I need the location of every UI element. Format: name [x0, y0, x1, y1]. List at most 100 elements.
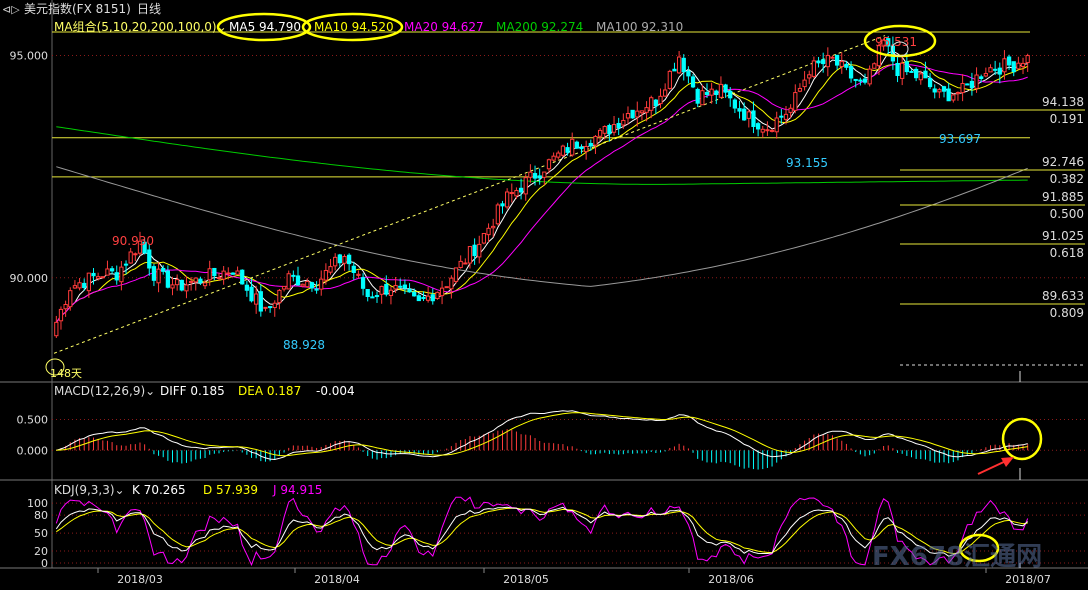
candle-body — [467, 246, 473, 264]
fib-price-label: 89.633 — [1042, 289, 1084, 303]
date-tick-label: 2018/06 — [708, 573, 754, 586]
candle-body — [263, 306, 268, 309]
candle-body — [1016, 62, 1021, 70]
candle-body — [523, 177, 528, 195]
start-marker-circle — [45, 358, 65, 376]
candle-body — [254, 293, 259, 305]
candle-body — [342, 256, 347, 264]
candle-body — [793, 92, 798, 111]
candle-body — [616, 122, 621, 129]
candle-body — [532, 173, 538, 179]
candle-body — [430, 294, 435, 302]
ma-legend-value: MA5 94.790 — [229, 20, 301, 34]
candle-body — [402, 284, 408, 289]
candle-body — [314, 288, 319, 291]
candle-body — [755, 123, 761, 130]
candle-body — [728, 90, 733, 99]
candle-body — [216, 276, 222, 279]
candle-body — [788, 107, 793, 113]
candle-body — [621, 119, 626, 126]
candle-body — [565, 147, 570, 153]
candle-body — [1011, 61, 1016, 73]
candle-body — [458, 260, 463, 268]
candle-body — [291, 274, 296, 277]
candle-body — [797, 87, 803, 92]
candle-body — [858, 79, 863, 82]
candle-body — [765, 129, 770, 132]
watermark-text: FX678汇通网 — [872, 542, 1042, 572]
macd-dea-line — [56, 412, 1028, 457]
candle-body — [147, 249, 152, 269]
period-label[interactable]: 日线 — [137, 2, 161, 16]
candle-body — [421, 296, 426, 300]
candle-body — [742, 108, 747, 121]
macd-legend-value: DIFF 0.185 — [160, 384, 225, 398]
candle-body — [969, 80, 975, 89]
candle-body — [360, 277, 366, 289]
candle-body — [281, 285, 287, 290]
candle-body — [109, 268, 115, 272]
candle-body — [881, 39, 886, 47]
candle-body — [505, 191, 510, 208]
ma-legend-value: MA200 92.274 — [496, 20, 583, 34]
candle-body — [1006, 56, 1012, 66]
candle-body — [769, 129, 775, 132]
candle-body — [323, 270, 329, 281]
candle-body — [170, 284, 175, 289]
candle-body — [226, 272, 231, 275]
candle-body — [983, 73, 988, 77]
candle-body — [356, 273, 361, 276]
ma200-line — [56, 126, 1028, 185]
candle-body — [556, 152, 561, 158]
candle-body — [444, 286, 449, 289]
candle-body — [184, 284, 189, 292]
candle-body — [235, 270, 240, 275]
candle-body — [807, 74, 812, 79]
candle-body — [658, 95, 663, 105]
candle-body — [667, 70, 672, 89]
candle-body — [848, 66, 854, 79]
macd-cross-circle — [1001, 417, 1043, 461]
candle-body — [105, 268, 110, 276]
candle-body — [365, 289, 370, 297]
candle-body — [72, 285, 78, 289]
candle-body — [853, 78, 858, 81]
trend-duration-label: 148天 — [50, 367, 82, 380]
candle-body — [495, 204, 500, 225]
candle-body — [156, 268, 161, 284]
candle-body — [328, 266, 333, 273]
candle-body — [123, 263, 129, 266]
candle-body — [477, 243, 482, 258]
legend-highlight-circle — [301, 12, 404, 42]
kdj-legend-value: J 94.915 — [272, 483, 322, 497]
candle-body — [277, 289, 282, 304]
candle-body — [872, 63, 877, 69]
candle-body — [119, 266, 124, 283]
instrument-title: 美元指数(FX 8151) — [24, 1, 131, 16]
candle-body — [867, 68, 872, 85]
kdj-tick-label: 20 — [34, 545, 48, 558]
kdj-tick-label: 80 — [34, 509, 48, 522]
candle-body — [435, 291, 440, 299]
candle-body — [179, 279, 184, 291]
candle-body — [937, 89, 942, 93]
candle-body — [286, 273, 291, 290]
candle-body — [333, 256, 338, 267]
candle-body — [481, 232, 487, 244]
macd-legend-value: -0.004 — [316, 384, 355, 398]
back-forward-icon[interactable]: ⊲▷ — [2, 3, 20, 16]
low-price-label: 93.697 — [939, 132, 981, 146]
candle-body — [649, 97, 654, 111]
candle-body — [82, 282, 87, 289]
candle-body — [974, 74, 979, 89]
kdj-j-line — [55, 496, 1029, 567]
candle-body — [412, 291, 417, 297]
candle-body — [91, 272, 96, 277]
kdj-tick-label: 100 — [27, 497, 48, 510]
candle-body — [300, 283, 305, 287]
ma-legend-value: MA20 94.627 — [404, 20, 484, 34]
candle-body — [876, 45, 882, 67]
candle-body — [319, 278, 324, 290]
candle-body — [54, 321, 59, 337]
